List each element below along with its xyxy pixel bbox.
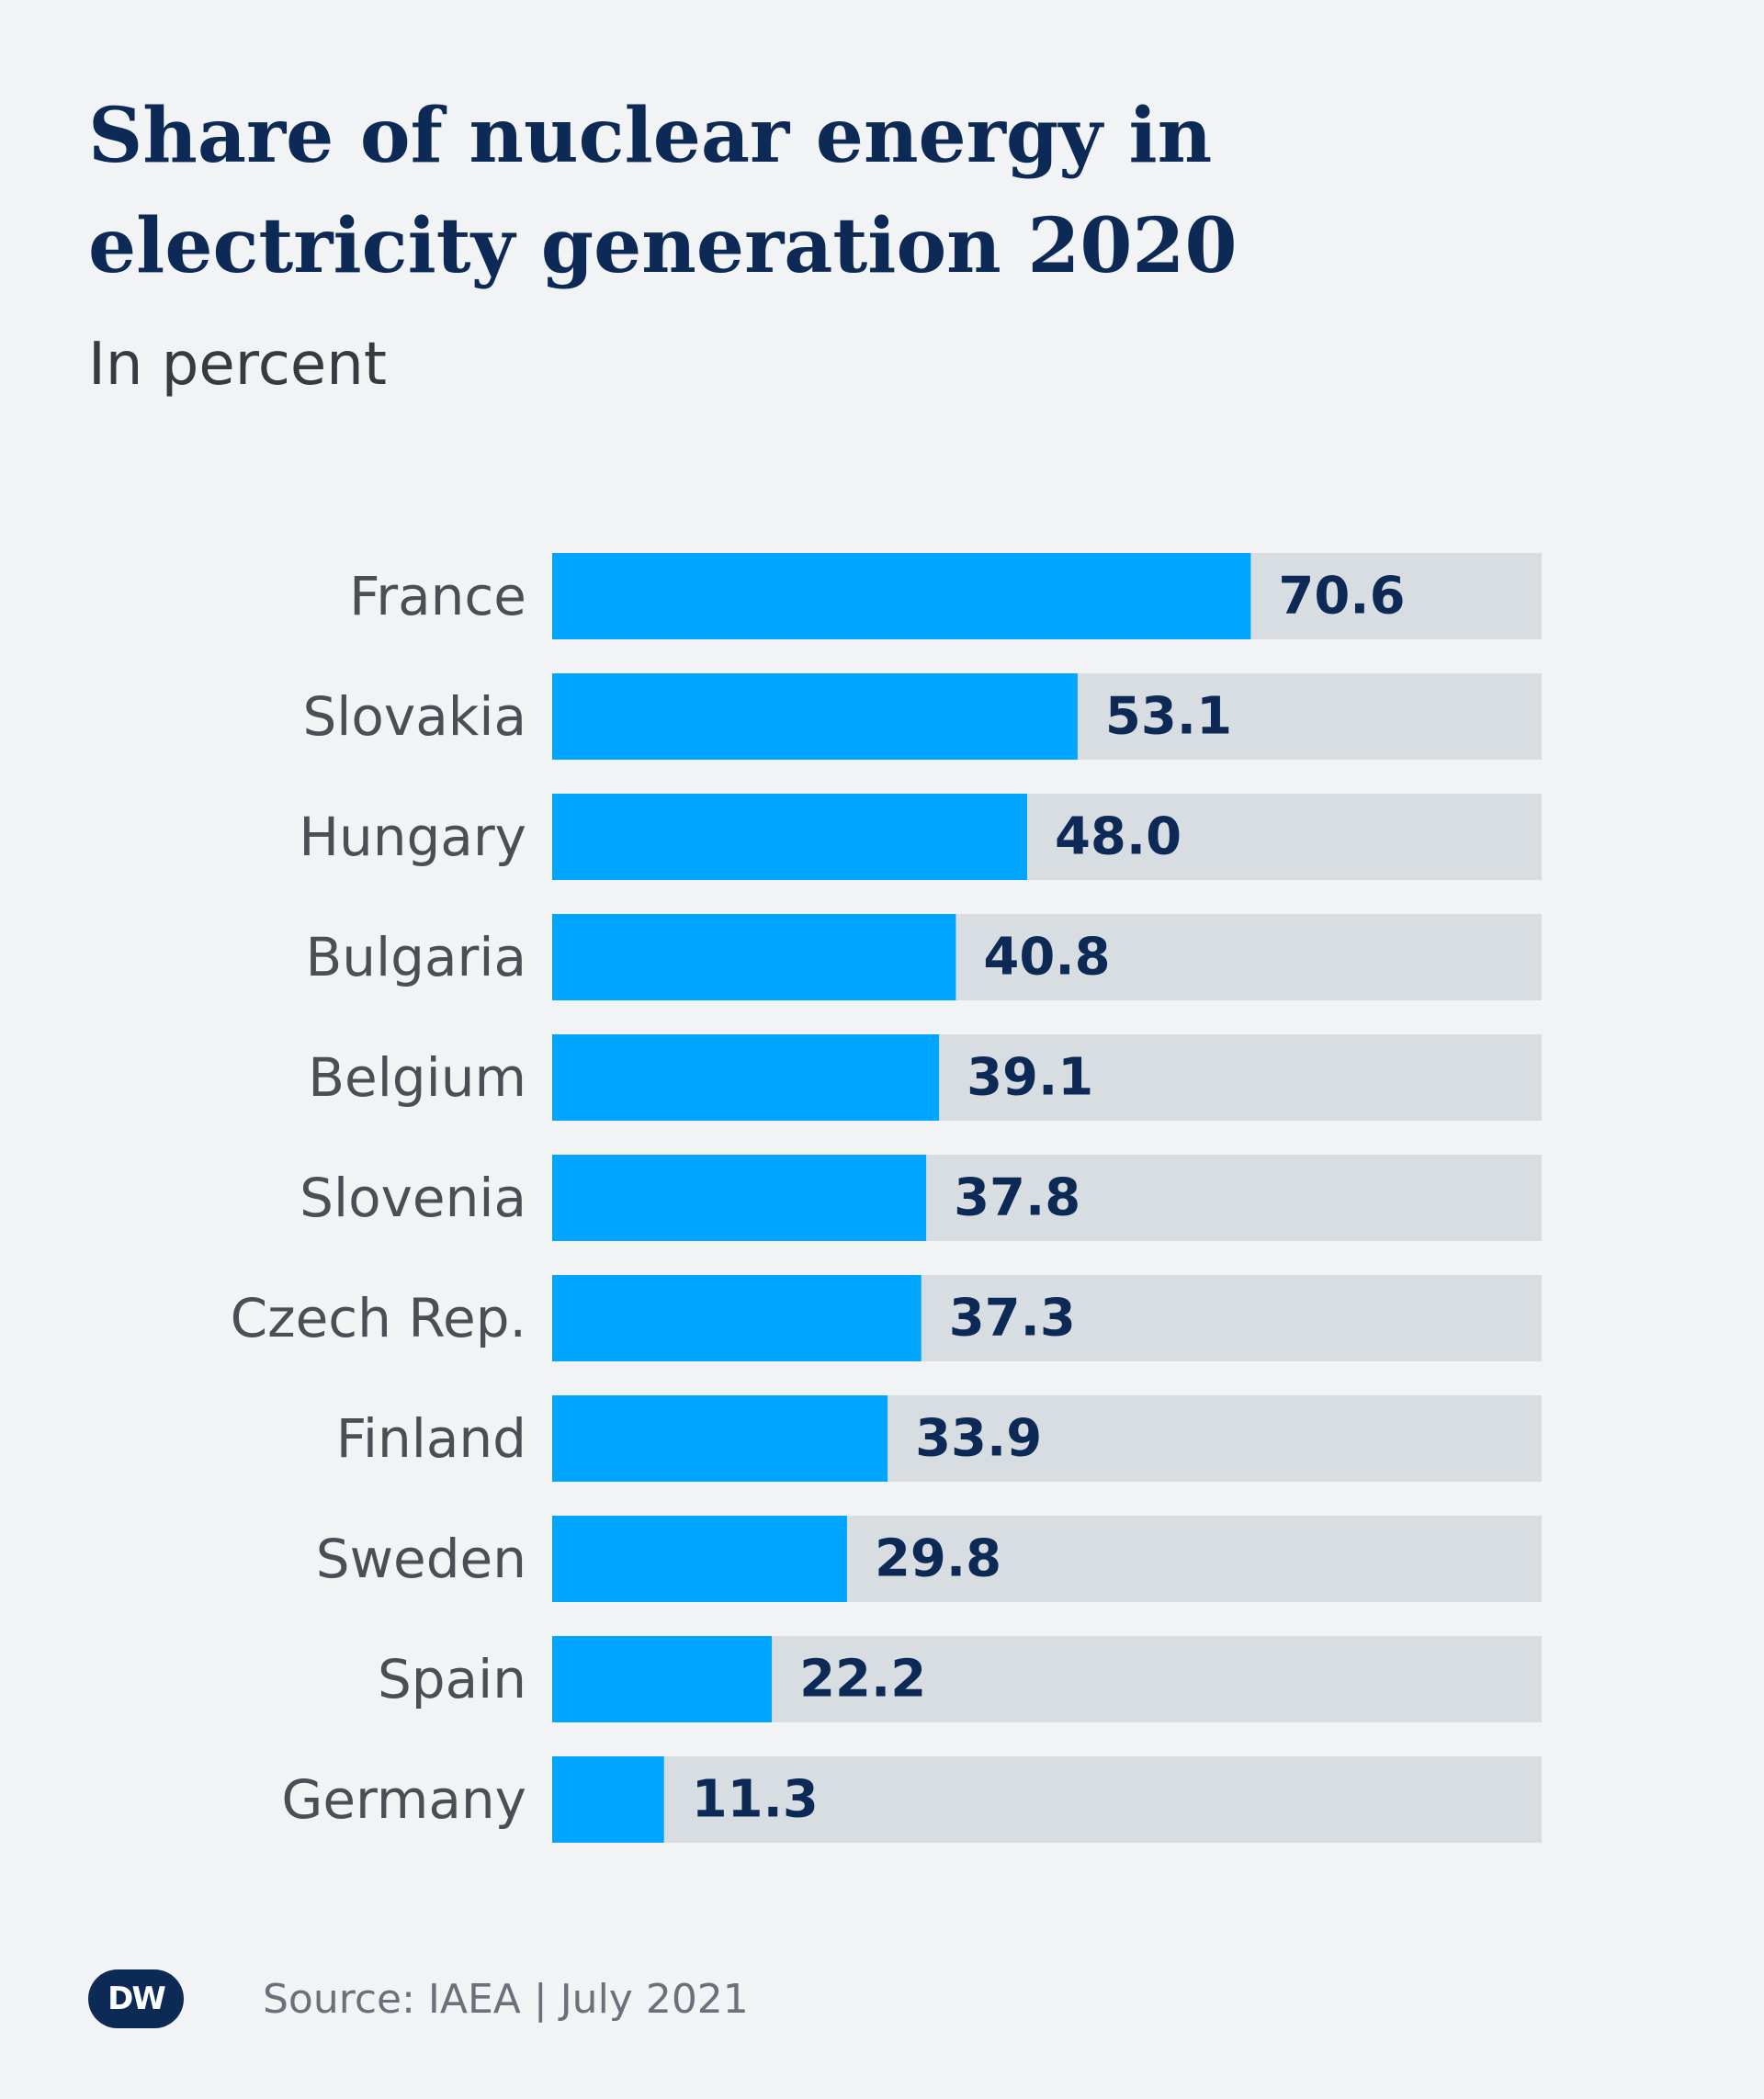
dw-logo-text: DW xyxy=(107,1981,166,2017)
category-label: Spain xyxy=(378,1648,526,1710)
category-label: Sweden xyxy=(316,1528,526,1590)
value-label: 39.1 xyxy=(967,1048,1093,1108)
value-label: 37.3 xyxy=(949,1289,1076,1349)
source-note: Source: IAEA | July 2021 xyxy=(263,1975,749,2023)
value-label: 70.6 xyxy=(1278,567,1405,626)
bar xyxy=(552,1034,940,1121)
category-label: Slovenia xyxy=(300,1167,526,1229)
value-label: 11.3 xyxy=(692,1770,819,1830)
category-label: Czech Rep. xyxy=(231,1287,526,1349)
value-label: 53.1 xyxy=(1105,687,1232,747)
footer: DW Source: IAEA | July 2021 xyxy=(88,1969,749,2028)
bar xyxy=(552,1516,847,1602)
bar xyxy=(552,1756,664,1843)
bar xyxy=(552,794,1027,880)
category-label: Slovakia xyxy=(302,685,526,748)
value-label: 40.8 xyxy=(983,928,1110,987)
bar-track xyxy=(552,1756,1542,1843)
chart-subtitle: In percent xyxy=(88,331,387,399)
dw-logo: DW xyxy=(88,1969,184,2028)
category-label: Belgium xyxy=(308,1046,526,1109)
value-label: 33.9 xyxy=(915,1409,1042,1469)
category-label: Germany xyxy=(281,1768,526,1831)
chart-title: Share of nuclear energy in electricity g… xyxy=(88,92,1238,290)
value-label: 29.8 xyxy=(875,1529,1001,1589)
bar-chart: France 70.6 Slovakia 53.1 Hungary 48.0 Bulgari… xyxy=(231,553,1542,1843)
value-label: 37.8 xyxy=(954,1168,1080,1228)
bar xyxy=(552,1155,927,1241)
category-label: Hungary xyxy=(299,806,526,868)
value-label: 48.0 xyxy=(1055,807,1182,867)
category-label: Finland xyxy=(336,1407,526,1470)
bar xyxy=(552,1636,773,1722)
bar xyxy=(552,673,1078,760)
bar xyxy=(552,1395,888,1482)
bar xyxy=(552,553,1251,639)
value-label: 22.2 xyxy=(799,1650,926,1710)
bar xyxy=(552,1275,922,1361)
bar xyxy=(552,914,956,1000)
category-label: France xyxy=(349,565,526,627)
category-label: Bulgaria xyxy=(305,926,526,988)
